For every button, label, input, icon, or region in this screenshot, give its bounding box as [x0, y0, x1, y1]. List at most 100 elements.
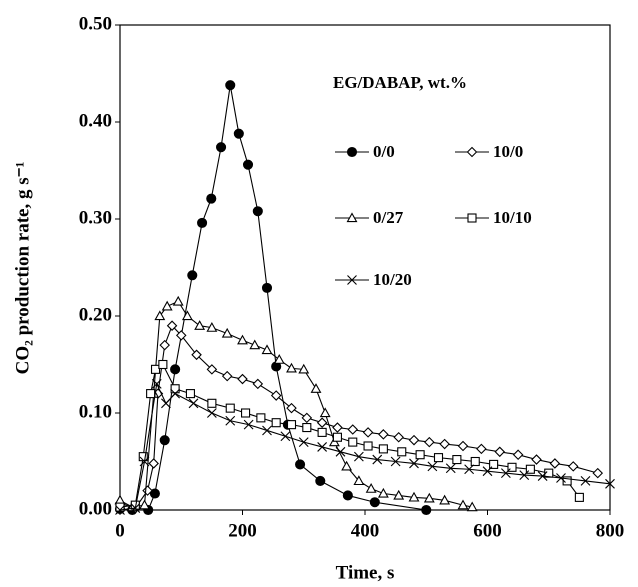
marker: [409, 458, 419, 469]
marker: [261, 344, 273, 355]
marker: [433, 453, 444, 463]
marker: [286, 402, 297, 414]
marker: [170, 364, 181, 375]
marker: [393, 431, 404, 443]
marker: [159, 339, 170, 351]
y-tick-label: 0.40: [79, 110, 112, 131]
y-tick-label: 0.00: [79, 498, 112, 519]
marker: [146, 389, 156, 399]
marker: [221, 327, 233, 338]
marker: [181, 310, 193, 321]
marker: [262, 425, 272, 436]
marker: [252, 206, 263, 217]
marker: [341, 460, 353, 471]
legend-label: 10/20: [373, 270, 412, 289]
x-tick-label: 600: [473, 520, 502, 541]
x-tick-label: 400: [351, 520, 380, 541]
marker: [301, 412, 313, 424]
x-tick-label: 800: [596, 520, 625, 541]
marker: [188, 398, 199, 409]
marker: [270, 390, 282, 401]
marker: [166, 320, 178, 331]
marker: [353, 451, 364, 462]
legend-title: EG/DABAP, wt.%: [333, 73, 467, 92]
x-axis-title: Time, s: [336, 562, 395, 583]
marker: [580, 476, 591, 486]
y-tick-label: 0.10: [79, 401, 112, 422]
legend-label: 10/0: [493, 142, 523, 161]
marker: [221, 370, 233, 382]
legend-marker: [347, 275, 357, 285]
marker: [489, 459, 499, 469]
marker: [482, 466, 493, 477]
legend-marker: [346, 212, 358, 223]
marker: [256, 413, 266, 423]
marker: [286, 362, 297, 373]
marker: [139, 499, 150, 510]
marker: [216, 142, 227, 153]
marker: [519, 470, 530, 480]
marker: [302, 422, 312, 433]
marker: [408, 434, 420, 446]
marker: [310, 383, 322, 393]
y-tick-label: 0.50: [79, 13, 112, 34]
marker: [332, 432, 342, 442]
marker: [207, 398, 217, 408]
marker: [172, 295, 184, 306]
marker: [332, 422, 343, 433]
marker: [353, 475, 365, 486]
marker: [187, 270, 198, 281]
marker: [424, 436, 435, 448]
marker: [237, 373, 248, 385]
marker: [197, 217, 208, 228]
marker: [378, 429, 389, 440]
marker: [397, 447, 407, 457]
marker: [280, 431, 291, 442]
marker: [317, 427, 327, 437]
marker: [423, 492, 435, 503]
marker: [457, 499, 469, 510]
marker: [225, 415, 236, 426]
marker: [298, 437, 309, 447]
series-line: [119, 85, 427, 511]
marker: [252, 378, 264, 390]
marker: [378, 444, 388, 454]
marker: [315, 475, 326, 486]
marker: [452, 455, 462, 465]
legend-label: 0/0: [373, 142, 395, 161]
marker: [316, 417, 328, 428]
marker: [154, 310, 166, 321]
marker: [242, 159, 254, 170]
marker: [445, 463, 456, 474]
marker: [466, 501, 478, 512]
marker: [148, 458, 159, 469]
marker: [206, 322, 218, 332]
marker: [408, 491, 420, 502]
marker: [362, 427, 374, 438]
marker: [372, 454, 383, 465]
marker: [415, 450, 425, 460]
marker: [347, 424, 359, 435]
marker: [393, 489, 405, 500]
marker: [369, 497, 380, 508]
marker: [194, 320, 206, 330]
marker: [567, 461, 579, 472]
marker: [185, 389, 195, 399]
marker: [150, 364, 161, 374]
x-tick-label: 200: [228, 520, 257, 541]
marker: [273, 354, 285, 364]
marker: [342, 490, 353, 501]
marker: [170, 384, 180, 394]
marker: [439, 494, 451, 505]
marker: [261, 282, 273, 293]
marker: [243, 419, 254, 430]
marker: [470, 456, 480, 467]
marker: [421, 504, 432, 516]
marker: [206, 364, 218, 375]
marker: [161, 300, 173, 311]
marker: [130, 500, 140, 510]
legend-marker: [467, 213, 477, 223]
marker: [206, 408, 217, 418]
series-line: [119, 363, 580, 508]
